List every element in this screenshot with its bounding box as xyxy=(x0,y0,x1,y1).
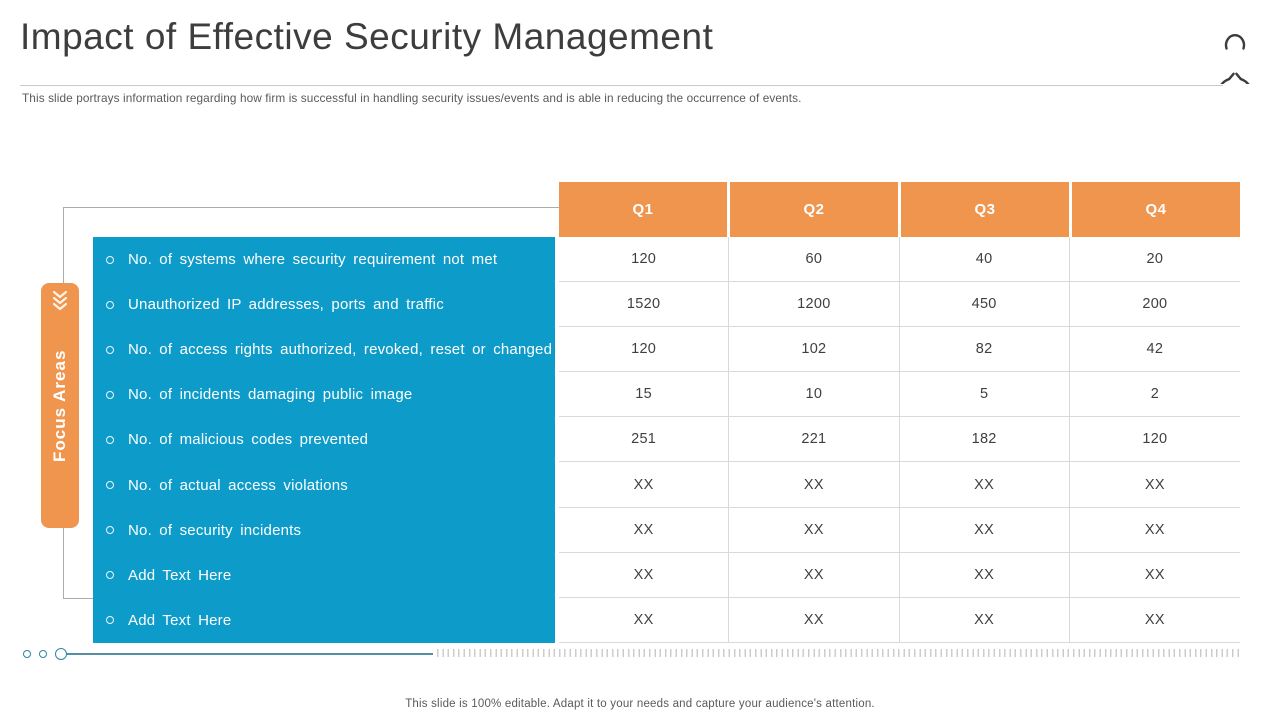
table-cell: XX xyxy=(899,597,1070,643)
focus-item-label: No. of security incidents xyxy=(128,521,302,539)
focus-list-item: No. of malicious codes prevented xyxy=(93,417,555,462)
table-cell: 251 xyxy=(559,417,730,463)
table-cell: XX xyxy=(1069,553,1240,598)
focus-item-label: No. of incidents damaging public image xyxy=(128,386,413,404)
focus-areas-list: No. of systems where security requiremen… xyxy=(93,237,555,643)
table-cell: 5 xyxy=(899,372,1070,418)
connector-stub-line xyxy=(63,598,94,599)
circle-bullet-icon xyxy=(106,571,114,580)
focus-list-item: No. of security incidents xyxy=(93,508,555,553)
table-cell: XX xyxy=(729,507,900,553)
footer-note: This slide is 100% editable. Adapt it to… xyxy=(405,698,875,710)
circle-bullet-icon xyxy=(106,300,114,309)
circle-bullet-icon xyxy=(106,526,114,535)
table-cell: XX xyxy=(899,462,1070,508)
table-cell: 2 xyxy=(1069,372,1240,418)
table-cell: 102 xyxy=(729,327,900,373)
focus-item-label: No. of actual access violations xyxy=(128,476,348,494)
table-cell: 20 xyxy=(1069,237,1240,283)
focus-list-item: No. of actual access violations xyxy=(93,463,555,508)
column-header-q3: Q3 xyxy=(901,182,1069,237)
table-cell: 1520 xyxy=(559,282,730,328)
triple-chevron-down-icon xyxy=(52,290,68,311)
circle-bullet-icon xyxy=(106,481,114,490)
focus-list-item: No. of incidents damaging public image xyxy=(93,372,555,417)
focus-item-label: Unauthorized IP addresses, ports and tra… xyxy=(128,296,444,314)
circle-bullet-icon xyxy=(106,255,114,264)
table-cell: XX xyxy=(559,552,730,598)
table-cell: 1200 xyxy=(729,282,900,328)
focus-list-item: No. of access rights authorized, revoked… xyxy=(93,327,555,372)
padlock-icon xyxy=(1220,34,1250,84)
table-cell: 200 xyxy=(1069,282,1240,328)
column-header-q2: Q2 xyxy=(730,182,898,237)
table-cell: 60 xyxy=(729,237,900,283)
page-title: Impact of Effective Security Management xyxy=(20,16,714,57)
focus-areas-tab: Focus Areas xyxy=(41,283,79,528)
table-cell: 82 xyxy=(899,327,1070,373)
table-cell: 182 xyxy=(899,417,1070,463)
table-cell: 120 xyxy=(559,237,730,283)
table-cell: 120 xyxy=(1069,417,1240,463)
focus-list-item: Add Text Here xyxy=(93,553,555,598)
decor-circle-icon xyxy=(23,650,31,658)
table-cell: XX xyxy=(1069,508,1240,553)
table-cell: XX xyxy=(899,507,1070,553)
column-header-q4: Q4 xyxy=(1072,182,1240,237)
decor-circle-icon xyxy=(55,648,67,660)
table-cell: XX xyxy=(559,597,730,643)
table-cell: 221 xyxy=(729,417,900,463)
circle-bullet-icon xyxy=(106,390,114,399)
table-cell: XX xyxy=(1069,462,1240,508)
table-cell: XX xyxy=(729,462,900,508)
focus-item-label: No. of systems where security requiremen… xyxy=(128,251,498,269)
focus-list-item: Unauthorized IP addresses, ports and tra… xyxy=(93,282,555,327)
page-subtitle: This slide portrays information regardin… xyxy=(22,91,802,105)
decor-solid-line xyxy=(67,653,433,655)
decor-circle-icon xyxy=(39,650,47,658)
table-cell: XX xyxy=(729,552,900,598)
table-cell: 10 xyxy=(729,372,900,418)
table-cell: XX xyxy=(559,462,730,508)
focus-item-label: Add Text Here xyxy=(128,611,232,629)
title-divider-line xyxy=(20,85,1223,86)
focus-areas-tab-label: Focus Areas xyxy=(50,349,69,462)
table-cell: XX xyxy=(729,597,900,643)
focus-item-label: No. of malicious codes prevented xyxy=(128,431,369,449)
table-cell: XX xyxy=(1069,598,1240,643)
table-body: 120 60 40 20 1520 1200 450 200 120 102 82 42 15 10 5 2 2… xyxy=(559,237,1240,643)
table-cell: XX xyxy=(559,507,730,553)
table-cell: 120 xyxy=(559,327,730,373)
focus-list-item: Add Text Here xyxy=(93,598,555,643)
focus-item-label: No. of access rights authorized, revoked… xyxy=(128,341,553,359)
decor-tick-marks xyxy=(437,649,1240,657)
focus-list-item: No. of systems where security requiremen… xyxy=(93,237,555,282)
circle-bullet-icon xyxy=(106,345,114,354)
table-header-row: Q1 Q2 Q3 Q4 xyxy=(559,182,1240,237)
table-cell: 15 xyxy=(559,372,730,418)
circle-bullet-icon xyxy=(106,435,114,444)
table-cell: XX xyxy=(899,552,1070,598)
column-header-q1: Q1 xyxy=(559,182,727,237)
table-cell: 40 xyxy=(899,237,1070,283)
table-cell: 42 xyxy=(1069,327,1240,373)
circle-bullet-icon xyxy=(106,616,114,625)
table-cell: 450 xyxy=(899,282,1070,328)
focus-item-label: Add Text Here xyxy=(128,566,232,584)
